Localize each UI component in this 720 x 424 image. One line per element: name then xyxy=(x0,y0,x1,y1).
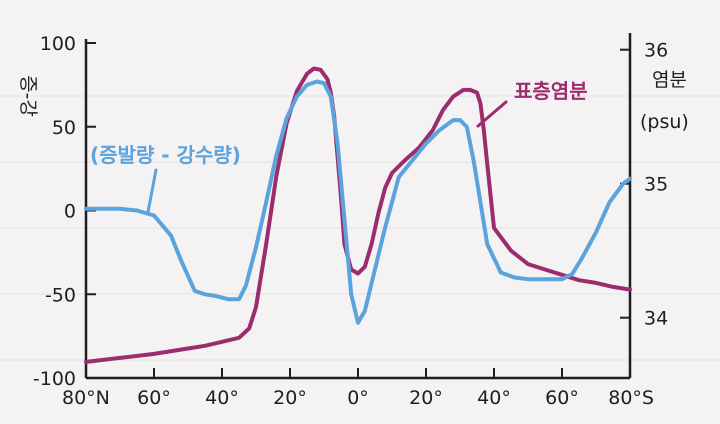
right-tick-label-0: 36 xyxy=(644,40,668,62)
x-tick-label-5: 20° xyxy=(409,387,443,409)
right-axis-title-line1: 염분 xyxy=(652,69,687,91)
x-tick-label-7: 60° xyxy=(545,387,579,409)
left-tick-label-0: 100 xyxy=(40,33,76,55)
left-tick-label-3: -50 xyxy=(45,284,76,306)
right-tick-label-2: 34 xyxy=(644,308,668,330)
x-tick-label-6: 40° xyxy=(477,387,511,409)
chart-grid xyxy=(0,95,720,361)
evap-precip-line xyxy=(84,79,632,325)
x-tick-label-8: 80°S xyxy=(608,387,654,409)
right-axis-title-line2: (psu) xyxy=(640,111,689,133)
left-axis-title: 증-강 xyxy=(17,75,39,117)
left-tick-label-4: -100 xyxy=(33,368,76,390)
salinity-leader-line xyxy=(476,100,508,128)
axis-titles: 증-강 염분 (psu) xyxy=(17,69,689,133)
x-tick-label-1: 60° xyxy=(137,387,171,409)
salinity-series-label: 표층염분 xyxy=(514,79,588,103)
evap-precip-series-label: (증발량 - 강수량) xyxy=(90,143,241,167)
left-tick-label-2: 0 xyxy=(64,201,76,223)
series-labels: (증발량 - 강수량) 표층염분 xyxy=(90,79,588,214)
x-axis: 80°N 60° 40° 20° 0° 20° 40° 60° 80°S xyxy=(62,368,654,409)
evap-precip-leader-line xyxy=(146,168,158,214)
x-tick-label-3: 20° xyxy=(273,387,307,409)
left-y-axis: 100 50 0 -50 -100 xyxy=(33,33,96,390)
left-tick-label-1: 50 xyxy=(52,117,76,139)
x-tick-label-4: 0° xyxy=(347,387,369,409)
x-tick-label-0: 80°N xyxy=(62,387,110,409)
series-lines xyxy=(84,66,632,364)
x-tick-label-2: 40° xyxy=(205,387,239,409)
right-tick-label-1: 35 xyxy=(644,174,668,196)
surface-salinity-line xyxy=(84,66,632,364)
